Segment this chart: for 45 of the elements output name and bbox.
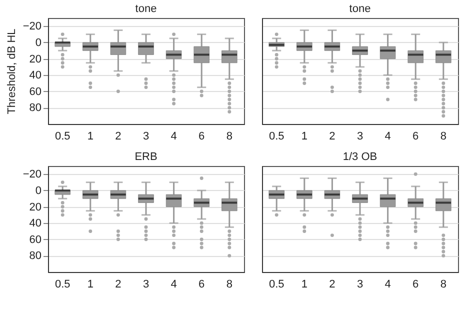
- x-tick-label: 4: [170, 130, 177, 142]
- x-tick-label: 4: [384, 130, 391, 142]
- x-tick-label: 1: [301, 130, 308, 142]
- x-tick-label: 4: [384, 278, 391, 290]
- x-tick-label: 3: [142, 130, 150, 142]
- x-tick-label: 2: [329, 278, 336, 290]
- x-tick-label: 0.5: [268, 278, 284, 290]
- x-tick-label: 0.5: [268, 130, 284, 142]
- x-tick-label: 0.5: [54, 130, 70, 142]
- x-tick-label: 8: [226, 278, 232, 290]
- y-tick-label: −20: [22, 168, 42, 181]
- y-tick-label: 20: [29, 201, 42, 214]
- x-tick-label: 4: [170, 278, 177, 290]
- x-tick-label: 8: [440, 278, 446, 290]
- x-tick-label: 2: [115, 130, 122, 142]
- x-tick-label: 6: [412, 278, 419, 290]
- x-tick-label: 3: [356, 130, 364, 142]
- x-tick-label: 8: [226, 130, 232, 142]
- chart-title: tone: [135, 3, 157, 15]
- y-tick-label: 60: [29, 234, 42, 246]
- chart-title: tone: [349, 3, 371, 15]
- x-tick-label: 2: [329, 130, 336, 142]
- y-tick-label: 20: [29, 53, 42, 66]
- x-tick-label: 8: [440, 130, 446, 142]
- y-tick-label: 40: [29, 218, 42, 230]
- x-tick-label: 2: [115, 278, 122, 290]
- y-tick-label: 60: [29, 86, 42, 98]
- x-tick-label: 6: [412, 130, 419, 142]
- y-tick-label: −20: [22, 20, 42, 33]
- y-tick-label: 0: [35, 184, 42, 197]
- x-tick-label: 1: [87, 130, 94, 142]
- x-tick-label: 6: [198, 130, 205, 142]
- chart-title: ERB: [134, 151, 158, 163]
- x-tick-label: 3: [142, 278, 150, 290]
- x-tick-label: 3: [356, 278, 364, 290]
- chart-title: 1/3 OB: [342, 151, 378, 163]
- x-tick-label: 0.5: [54, 278, 70, 290]
- x-tick-label: 1: [87, 278, 94, 290]
- x-tick-label: 6: [198, 278, 205, 290]
- y-axis-title: Threshold, dB HL: [6, 28, 18, 114]
- y-tick-label: 80: [29, 102, 42, 114]
- x-tick-label: 1: [301, 278, 308, 290]
- y-tick-label: 0: [35, 36, 42, 49]
- y-tick-label: 40: [29, 70, 42, 82]
- y-tick-label: 80: [29, 250, 42, 262]
